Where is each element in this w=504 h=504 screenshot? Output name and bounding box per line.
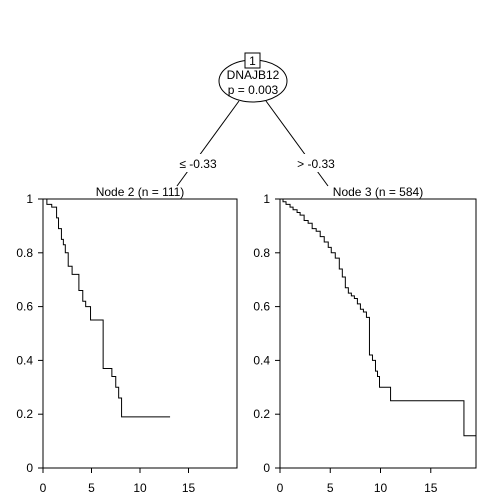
root-node-pvalue: p = 0.003 xyxy=(228,83,279,97)
y-tick-label: 0 xyxy=(26,461,33,475)
x-tick-label: 5 xyxy=(88,481,95,495)
x-tick-label: 0 xyxy=(277,481,284,495)
x-tick-label: 5 xyxy=(327,481,334,495)
right-edge xyxy=(266,101,328,186)
x-tick-label: 0 xyxy=(40,481,47,495)
y-tick-label: 0 xyxy=(263,461,270,475)
right-edge-label: > -0.33 xyxy=(297,157,335,171)
y-tick-label: 0.8 xyxy=(253,246,270,260)
panel-title: Node 2 (n = 111) xyxy=(96,185,185,199)
x-tick-label: 10 xyxy=(133,481,147,495)
y-tick-label: 0.4 xyxy=(253,353,270,367)
x-tick-label: 10 xyxy=(374,481,388,495)
panel-frame xyxy=(43,199,237,468)
panel-title: Node 3 (n = 584) xyxy=(333,185,423,199)
y-tick-label: 1 xyxy=(263,192,270,206)
x-tick-label: 15 xyxy=(424,481,438,495)
y-tick-label: 0.2 xyxy=(253,407,270,421)
survival-curve xyxy=(43,199,170,417)
left-edge-label: ≤ -0.33 xyxy=(179,157,217,171)
survival-curve xyxy=(280,199,476,436)
y-tick-label: 0.8 xyxy=(16,246,33,260)
root-node-id: 1 xyxy=(249,54,256,68)
node-3-survival-panel: Node 3 (n = 584)00.20.40.60.810 5 10 15 xyxy=(253,185,476,495)
y-tick-label: 0.4 xyxy=(16,353,33,367)
y-tick-label: 0.6 xyxy=(16,300,33,314)
y-tick-label: 0.2 xyxy=(16,407,33,421)
y-tick-label: 0.6 xyxy=(253,300,270,314)
y-tick-label: 1 xyxy=(26,192,33,206)
root-node-variable: DNAJB12 xyxy=(227,68,280,82)
x-tick-label: 15 xyxy=(182,481,196,495)
node-2-survival-panel: Node 2 (n = 111)00.20.40.60.810 5 10 15 xyxy=(16,185,237,495)
panel-frame xyxy=(280,199,476,468)
left-edge xyxy=(177,101,239,186)
